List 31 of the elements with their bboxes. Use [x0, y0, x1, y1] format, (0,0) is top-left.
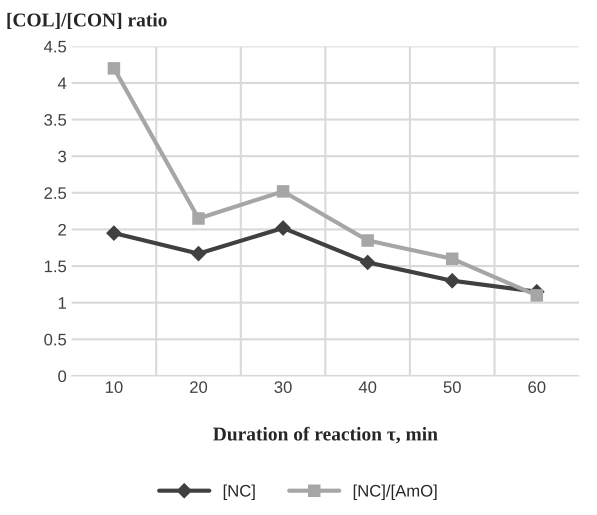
y-tick-label: 1 — [58, 297, 66, 309]
y-axis-title: [COL]/[CON] ratio — [7, 12, 167, 29]
x-axis-title: Duration of reaction τ, min — [213, 426, 438, 444]
y-tick-label: 4.5 — [44, 40, 66, 53]
x-tick-label: 30 — [274, 381, 292, 394]
y-tick-label: 3.5 — [44, 114, 66, 126]
point — [276, 185, 290, 198]
x-tick-label: 10 — [106, 381, 123, 394]
x-tick-label: 40 — [358, 381, 376, 394]
point — [276, 220, 291, 236]
y-tick-label: 3 — [58, 150, 66, 162]
point — [444, 273, 460, 288]
point — [360, 254, 376, 270]
y-tick-label: 4 — [58, 78, 66, 90]
y-tick-label: 2.5 — [44, 187, 66, 200]
x-tick-label: 60 — [528, 381, 546, 394]
point — [190, 246, 206, 262]
y-tick-label: 0 — [58, 370, 66, 382]
y-tick-label: 1.5 — [44, 260, 66, 272]
legend-label: [NC]/[AmO] — [354, 484, 437, 500]
point — [446, 252, 458, 266]
x-tick-label: 50 — [444, 381, 461, 394]
x-tick-label: 20 — [190, 381, 208, 394]
point — [108, 62, 120, 75]
point — [192, 212, 205, 225]
y-tick-label: 0.5 — [44, 334, 66, 346]
point — [361, 234, 374, 247]
y-tick-label: 2 — [58, 224, 66, 236]
legend-label: [NC] — [224, 484, 255, 500]
point — [106, 226, 122, 241]
point — [530, 289, 544, 302]
